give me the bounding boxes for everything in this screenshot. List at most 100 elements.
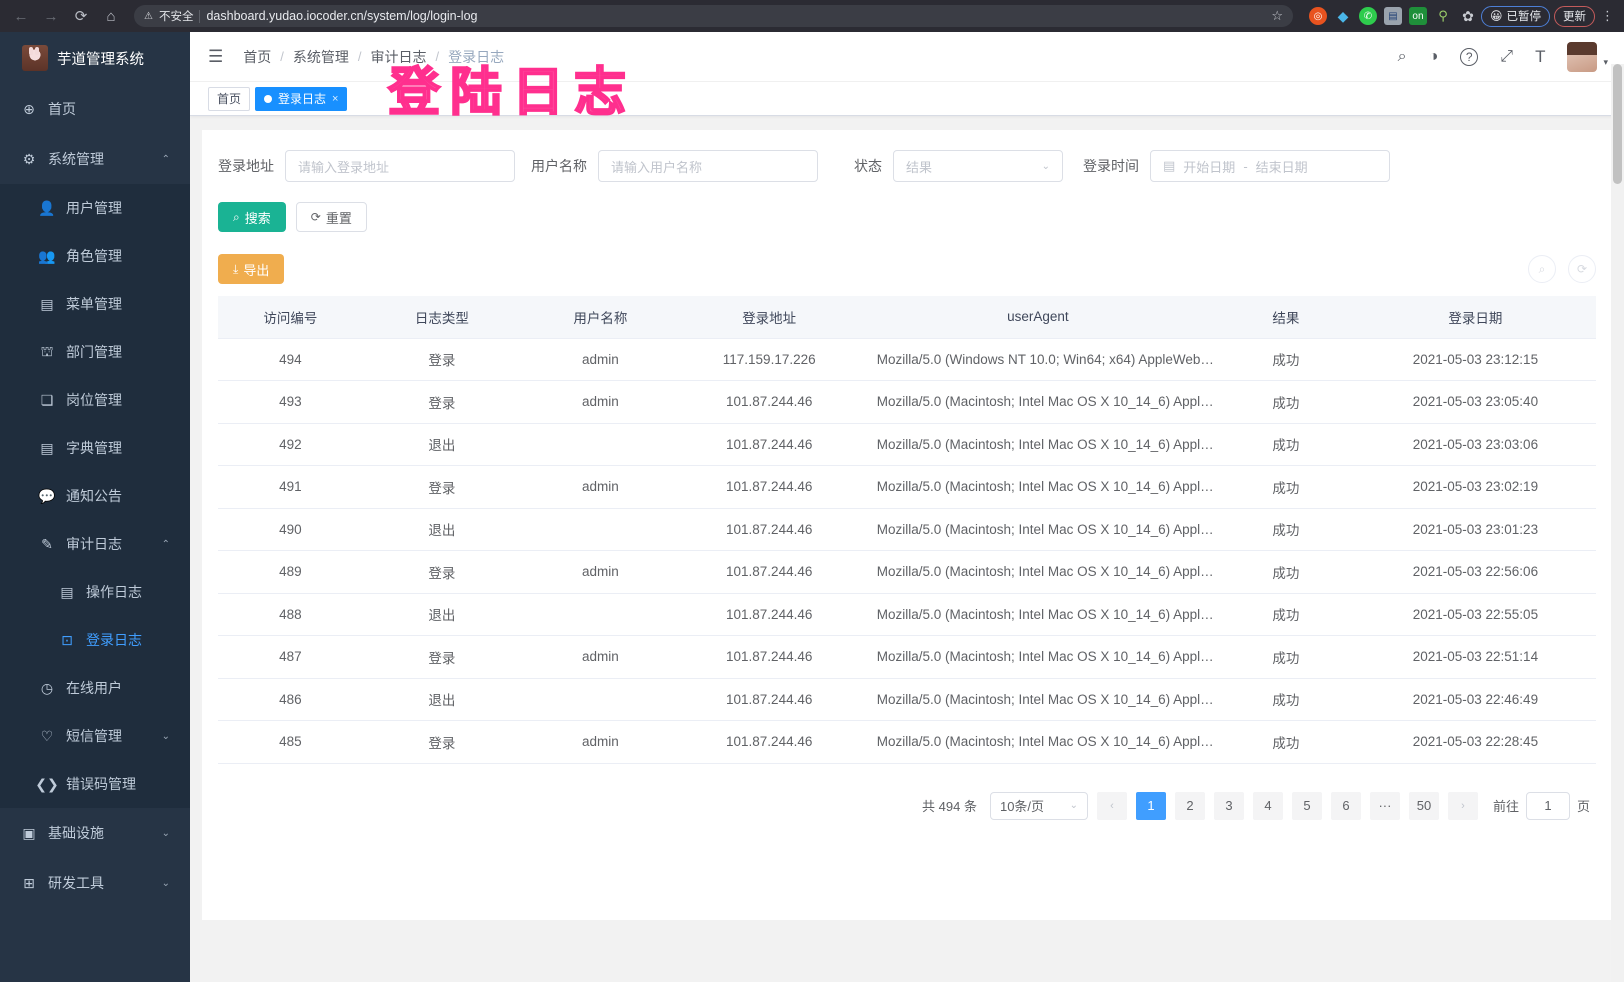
pagination-next-button[interactable]: › bbox=[1447, 791, 1478, 820]
breadcrumb-item[interactable]: 审计日志 bbox=[370, 48, 427, 65]
sidebar-logo[interactable]: 芋道管理系统 bbox=[0, 32, 190, 84]
sidebar-item-岗位管理[interactable]: ❏ 岗位管理 bbox=[0, 376, 190, 424]
scrollbar-thumb[interactable] bbox=[1613, 64, 1622, 184]
table-row[interactable]: 485 登录 admin 101.87.244.46 Mozilla/5.0 (Maci… bbox=[218, 720, 1596, 764]
tag-首页[interactable]: 首页 bbox=[208, 86, 251, 111]
diamond-icon[interactable]: ◆ bbox=[1337, 7, 1349, 24]
browser-back-icon[interactable]: ← bbox=[13, 7, 29, 25]
wechat-icon[interactable]: ✆ bbox=[1358, 7, 1377, 25]
table-row[interactable]: 487 登录 admin 101.87.244.46 Mozilla/5.0 (Maci… bbox=[218, 635, 1596, 679]
address-bar[interactable]: ⚠ 不安全 dashboard.yudao.iocoder.cn/system/… bbox=[134, 5, 1293, 27]
table-column-header[interactable]: 访问编号 bbox=[218, 296, 363, 339]
close-icon[interactable]: × bbox=[332, 92, 339, 105]
sidebar-item-错误码管理[interactable]: ❮❯ 错误码管理 bbox=[0, 760, 190, 808]
login-time-daterange[interactable]: ▤ 开始日期 - 结束日期 bbox=[1150, 150, 1390, 182]
pagination-page-4[interactable]: 4 bbox=[1252, 791, 1283, 820]
table-column-header[interactable]: 用户名称 bbox=[521, 296, 680, 339]
sidebar-item-label: 菜单管理 bbox=[66, 296, 122, 312]
pagination-page-2[interactable]: 2 bbox=[1174, 791, 1205, 820]
sidebar-item-角色管理[interactable]: 👥 角色管理 bbox=[0, 232, 190, 280]
sidebar-item-基础设施[interactable]: ▣ 基础设施 ⌄ bbox=[0, 808, 190, 858]
table-column-header[interactable]: userAgent bbox=[858, 296, 1218, 339]
table-row[interactable]: 488 退出 101.87.244.46 Mozilla/5.0 (Macintosh… bbox=[218, 593, 1596, 636]
pagination-page-6[interactable]: 6 bbox=[1330, 791, 1361, 820]
table-row[interactable]: 490 退出 101.87.244.46 Mozilla/5.0 (Macintosh… bbox=[218, 508, 1596, 551]
update-pill[interactable]: 更新 bbox=[1554, 5, 1595, 27]
puzzle-icon[interactable]: ✿ bbox=[1462, 7, 1474, 24]
sidebar-item-短信管理[interactable]: ♡ 短信管理 ⌄ bbox=[0, 712, 190, 760]
breadcrumb-item[interactable]: 首页 bbox=[243, 48, 272, 65]
login-address-input[interactable]: 请输入登录地址 bbox=[285, 150, 515, 182]
search-button[interactable]: ⌕ 搜索 bbox=[218, 202, 286, 232]
pagination-page-1[interactable]: 1 bbox=[1135, 791, 1166, 820]
table-column-header[interactable]: 登录地址 bbox=[679, 296, 859, 339]
browser-forward-icon[interactable]: → bbox=[43, 7, 59, 25]
start-date-input[interactable]: 开始日期 bbox=[1183, 159, 1236, 175]
reset-button[interactable]: ⟳ 重置 bbox=[295, 202, 367, 232]
search-toggle-icon[interactable]: ⌕ bbox=[1528, 255, 1556, 283]
github-icon[interactable]: ◑ bbox=[1428, 47, 1439, 65]
cell-result: 成功 bbox=[1217, 465, 1355, 509]
sidebar-item-字典管理[interactable]: ▤ 字典管理 bbox=[0, 424, 190, 472]
sidebar-item-系统管理[interactable]: ⚙ 系统管理 ⌃ bbox=[0, 134, 190, 184]
jump-page-input[interactable]: 1 bbox=[1525, 791, 1570, 820]
sidebar-item-审计日志[interactable]: ✎ 审计日志 ⌃ bbox=[0, 520, 190, 568]
cell-useragent: Mozilla/5.0 (Macintosh; Intel Mac OS X 1… bbox=[858, 593, 1218, 636]
table-row[interactable]: 492 退出 101.87.244.46 Mozilla/5.0 (Macintosh… bbox=[218, 423, 1596, 466]
paused-pill[interactable]: 😀 已暂停 bbox=[1480, 5, 1550, 27]
breadcrumb-item[interactable]: 系统管理 bbox=[292, 48, 349, 65]
refresh-icon[interactable]: ⟳ bbox=[1568, 255, 1596, 283]
pin-icon[interactable]: ⚲ bbox=[1438, 8, 1448, 23]
sidebar-toggle-icon[interactable]: ☰ bbox=[208, 46, 224, 66]
table-column-header[interactable]: 日志类型 bbox=[362, 296, 522, 339]
bookmark-star-icon[interactable]: ☆ bbox=[1271, 8, 1283, 23]
fullscreen-icon[interactable]: ⤢ bbox=[1500, 47, 1514, 65]
cell-result: 成功 bbox=[1217, 423, 1355, 466]
sidebar-item-通知公告[interactable]: 💬 通知公告 bbox=[0, 472, 190, 520]
end-date-input[interactable]: 结束日期 bbox=[1255, 159, 1308, 175]
pagination-page-3[interactable]: 3 bbox=[1213, 791, 1244, 820]
chevron-icon: ⌄ bbox=[161, 827, 170, 839]
pagination-prev-button[interactable]: ‹ bbox=[1096, 791, 1127, 820]
browser-home-icon[interactable]: ⌂ bbox=[106, 7, 116, 25]
sidebar-item-操作日志[interactable]: ▤ 操作日志 bbox=[0, 568, 190, 616]
export-button[interactable]: ⤓ 导出 bbox=[218, 254, 285, 284]
sidebar-item-登录日志[interactable]: ⊡ 登录日志 bbox=[0, 616, 190, 664]
cell-type: 登录 bbox=[362, 635, 522, 679]
pagination-page-50[interactable]: 50 bbox=[1408, 791, 1439, 820]
page-scrollbar[interactable] bbox=[1611, 64, 1624, 982]
sidebar-item-在线用户[interactable]: ◷ 在线用户 bbox=[0, 664, 190, 712]
translate-icon[interactable]: ▤ bbox=[1383, 7, 1402, 25]
table-row[interactable]: 489 登录 admin 101.87.244.46 Mozilla/5.0 (Maci… bbox=[218, 550, 1596, 594]
sidebar-item-首页[interactable]: ⊕ 首页 bbox=[0, 84, 190, 134]
table-row[interactable]: 494 登录 admin 117.159.17.226 Mozilla/5.0 (Win… bbox=[218, 338, 1596, 381]
table-row[interactable]: 493 登录 admin 101.87.244.46 Mozilla/5.0 (Maci… bbox=[218, 380, 1596, 424]
菜单管理-icon: ▤ bbox=[40, 295, 54, 312]
avatar[interactable] bbox=[1567, 41, 1598, 72]
font-size-icon[interactable]: T bbox=[1535, 46, 1546, 66]
pagination-page-5[interactable]: 5 bbox=[1291, 791, 1322, 820]
table-row[interactable]: 486 退出 101.87.244.46 Mozilla/5.0 (Macintosh… bbox=[218, 678, 1596, 721]
browser-reload-icon[interactable]: ⟳ bbox=[74, 7, 88, 25]
table-column-header[interactable]: 结果 bbox=[1217, 296, 1355, 339]
sidebar-item-部门管理[interactable]: ⛫ 部门管理 bbox=[0, 328, 190, 376]
cell-user: admin bbox=[521, 550, 680, 594]
browser-menu-icon[interactable]: ⋮ bbox=[1601, 8, 1614, 23]
help-icon[interactable]: ? bbox=[1460, 47, 1479, 66]
cell-id: 489 bbox=[218, 550, 363, 594]
avatar-caret-down-icon[interactable]: ▾ bbox=[1603, 57, 1608, 67]
sidebar-item-菜单管理[interactable]: ▤ 菜单管理 bbox=[0, 280, 190, 328]
sidebar-item-label: 用户管理 bbox=[66, 200, 122, 216]
page-size-select[interactable]: 10条/页 ⌄ bbox=[989, 791, 1088, 820]
sidebar-item-研发工具[interactable]: ⊞ 研发工具 ⌄ bbox=[0, 858, 190, 908]
o-icon[interactable]: ◎ bbox=[1308, 7, 1327, 25]
status-select[interactable]: 结果 ⌄ bbox=[893, 150, 1063, 182]
sidebar-item-用户管理[interactable]: 👤 用户管理 bbox=[0, 184, 190, 232]
table-row[interactable]: 491 登录 admin 101.87.244.46 Mozilla/5.0 (Maci… bbox=[218, 465, 1596, 509]
search-icon[interactable]: ⌕ bbox=[1397, 47, 1407, 65]
pagination-page-···[interactable]: ··· bbox=[1369, 791, 1400, 820]
tag-登录日志[interactable]: 登录日志 × bbox=[255, 86, 348, 111]
note-on-icon[interactable]: on bbox=[1408, 7, 1427, 25]
table-column-header[interactable]: 登录日期 bbox=[1354, 296, 1596, 339]
user-name-input[interactable]: 请输入用户名称 bbox=[598, 150, 818, 182]
